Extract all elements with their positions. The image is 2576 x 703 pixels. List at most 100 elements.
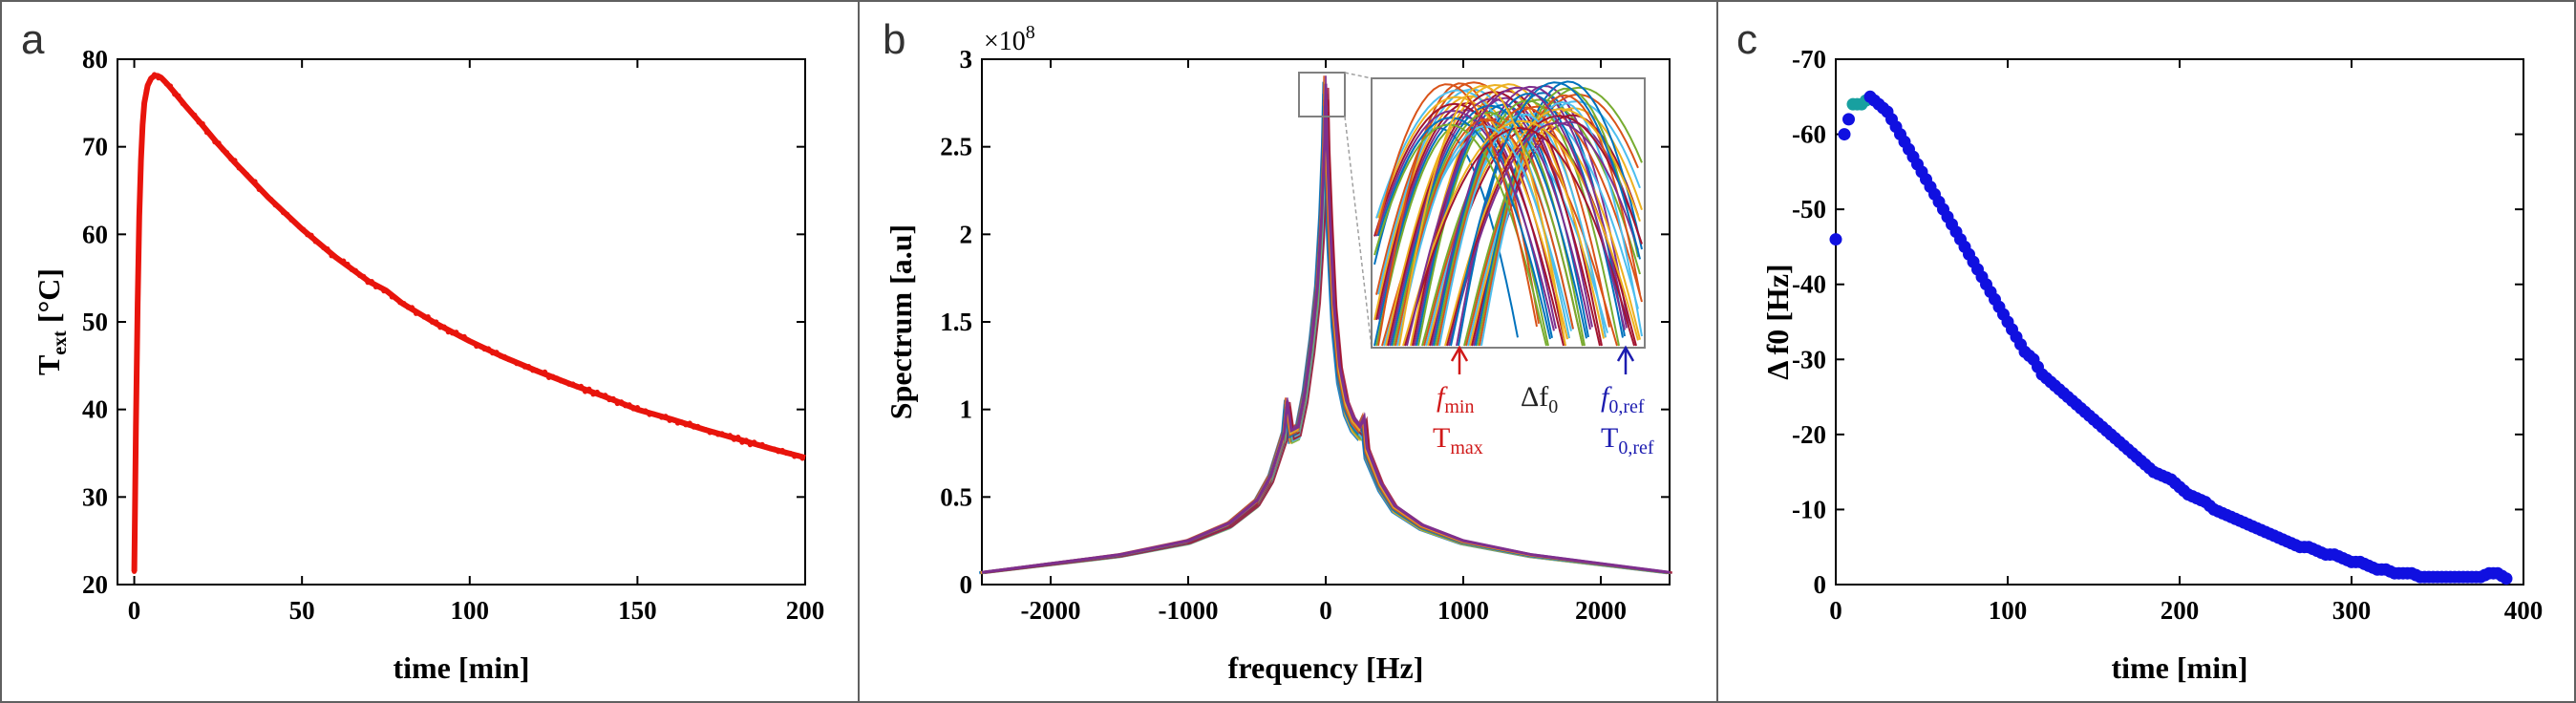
temperature-point bbox=[203, 130, 210, 136]
temperature-point bbox=[465, 338, 471, 344]
temperature-point bbox=[417, 310, 423, 317]
temperature-point bbox=[723, 433, 729, 438]
temperature-point bbox=[172, 92, 178, 97]
panel-c-xtick-label: 0 bbox=[1829, 596, 1842, 625]
temperature-point bbox=[449, 330, 456, 336]
panel-b-xtick-label: 1000 bbox=[1437, 596, 1489, 625]
temperature-point bbox=[458, 333, 463, 340]
panel-c-ytick-label: 0 bbox=[1814, 570, 1827, 599]
temperature-point bbox=[336, 257, 343, 264]
temperature-point bbox=[630, 406, 636, 412]
temperature-point bbox=[525, 364, 532, 370]
temperature-point bbox=[180, 100, 185, 106]
temperature-point bbox=[538, 370, 543, 375]
panel-a-xtick-label: 100 bbox=[451, 596, 490, 625]
temperature-point bbox=[494, 350, 500, 355]
frequency-shift-point bbox=[1829, 233, 1842, 246]
temperature-point bbox=[639, 408, 645, 414]
temperature-point bbox=[776, 449, 781, 455]
temperature-point bbox=[534, 368, 540, 373]
temperature-point bbox=[176, 93, 181, 98]
zoom-region-box bbox=[1298, 72, 1346, 117]
temperature-point bbox=[200, 120, 205, 127]
panel-b-xlabel: frequency [Hz] bbox=[1228, 650, 1424, 685]
panel-c-ytick-label: -50 bbox=[1792, 195, 1826, 224]
temperature-point bbox=[268, 197, 274, 202]
temperature-point bbox=[607, 396, 612, 403]
temperature-point bbox=[139, 131, 145, 137]
temperature-point bbox=[679, 419, 685, 425]
panel-b-ytick-label: 0.5 bbox=[940, 482, 972, 511]
temperature-point bbox=[152, 72, 158, 77]
temperature-point bbox=[421, 314, 427, 320]
temperature-point bbox=[623, 403, 628, 409]
temperature-point bbox=[715, 432, 721, 437]
temperature-point bbox=[610, 395, 616, 401]
spectrum-series bbox=[981, 83, 1671, 574]
panel-b-ylabel: Spectrum [a.u] bbox=[884, 224, 918, 419]
temperature-point bbox=[356, 272, 363, 279]
temperature-point bbox=[505, 356, 512, 363]
temperature-point bbox=[160, 76, 165, 82]
panel-b-xtick-label: 0 bbox=[1319, 596, 1332, 625]
temperature-point bbox=[510, 357, 516, 363]
zoom-connector-bottom bbox=[1344, 116, 1373, 349]
temperature-point bbox=[192, 112, 198, 117]
panel-b-xtick-label: -2000 bbox=[1021, 596, 1081, 625]
temperature-point bbox=[208, 132, 214, 138]
temperature-point bbox=[240, 168, 245, 174]
temperature-point bbox=[792, 454, 798, 459]
temperature-point bbox=[413, 310, 419, 316]
temperature-point bbox=[228, 157, 234, 162]
temperature-point bbox=[566, 381, 572, 387]
temperature-point bbox=[598, 393, 605, 398]
panel-c-ytick-label: -30 bbox=[1792, 345, 1826, 373]
inset-spectrum-peak bbox=[1475, 80, 1643, 347]
inset-spectrum-peak bbox=[1450, 81, 1641, 347]
temperature-point bbox=[352, 267, 358, 273]
temperature-point bbox=[643, 408, 649, 414]
panel-b-xtick-label: -1000 bbox=[1159, 596, 1219, 625]
temperature-point bbox=[570, 381, 576, 387]
temperature-point bbox=[530, 368, 536, 373]
temperature-point bbox=[385, 288, 391, 294]
temperature-point bbox=[490, 351, 496, 356]
temperature-point bbox=[220, 147, 225, 153]
temperature-point bbox=[163, 81, 169, 87]
temperature-point bbox=[772, 446, 777, 452]
temperature-point bbox=[389, 294, 394, 300]
temperature-point bbox=[727, 433, 733, 438]
panel-a-ytick-label: 70 bbox=[82, 133, 108, 161]
temperature-point bbox=[562, 378, 568, 384]
temperature-point bbox=[373, 284, 379, 289]
inset-spectrum-peak bbox=[1446, 115, 1643, 347]
panel-b-chart: -2000 -1000 0 1000 2000 0 0.5 1 1.5 2 2.5 3 ×108 fr… bbox=[884, 22, 1672, 685]
temperature-point bbox=[796, 453, 801, 458]
inset-spectrum-peak bbox=[1375, 110, 1555, 331]
panel-c-ytick-label: -40 bbox=[1792, 270, 1826, 299]
temperature-point bbox=[260, 189, 266, 195]
inset-spectrum-peak bbox=[1377, 117, 1551, 340]
temperature-point bbox=[369, 278, 374, 285]
temperature-point bbox=[361, 273, 367, 280]
temperature-point bbox=[305, 232, 310, 238]
temperature-point bbox=[618, 399, 625, 405]
inset-spectrum-peak bbox=[1385, 83, 1605, 347]
temperature-point bbox=[731, 437, 737, 442]
temperature-point bbox=[654, 413, 661, 418]
inset-spectrum-peak bbox=[1394, 117, 1574, 347]
temperature-point bbox=[542, 369, 548, 374]
temperature-point bbox=[196, 119, 202, 125]
temperature-point bbox=[332, 254, 338, 260]
temperature-point bbox=[437, 325, 443, 330]
zoom-connector-top bbox=[1344, 72, 1373, 79]
inset-spectrum-peak bbox=[1389, 97, 1591, 347]
temperature-point bbox=[292, 220, 298, 225]
panel-c-xtick-label: 200 bbox=[2161, 596, 2200, 625]
panel-c-ytick-label: -70 bbox=[1792, 45, 1826, 74]
temperature-point bbox=[711, 429, 717, 435]
temperature-point bbox=[325, 245, 330, 252]
temperature-point bbox=[650, 411, 656, 416]
temperature-point bbox=[485, 346, 492, 352]
